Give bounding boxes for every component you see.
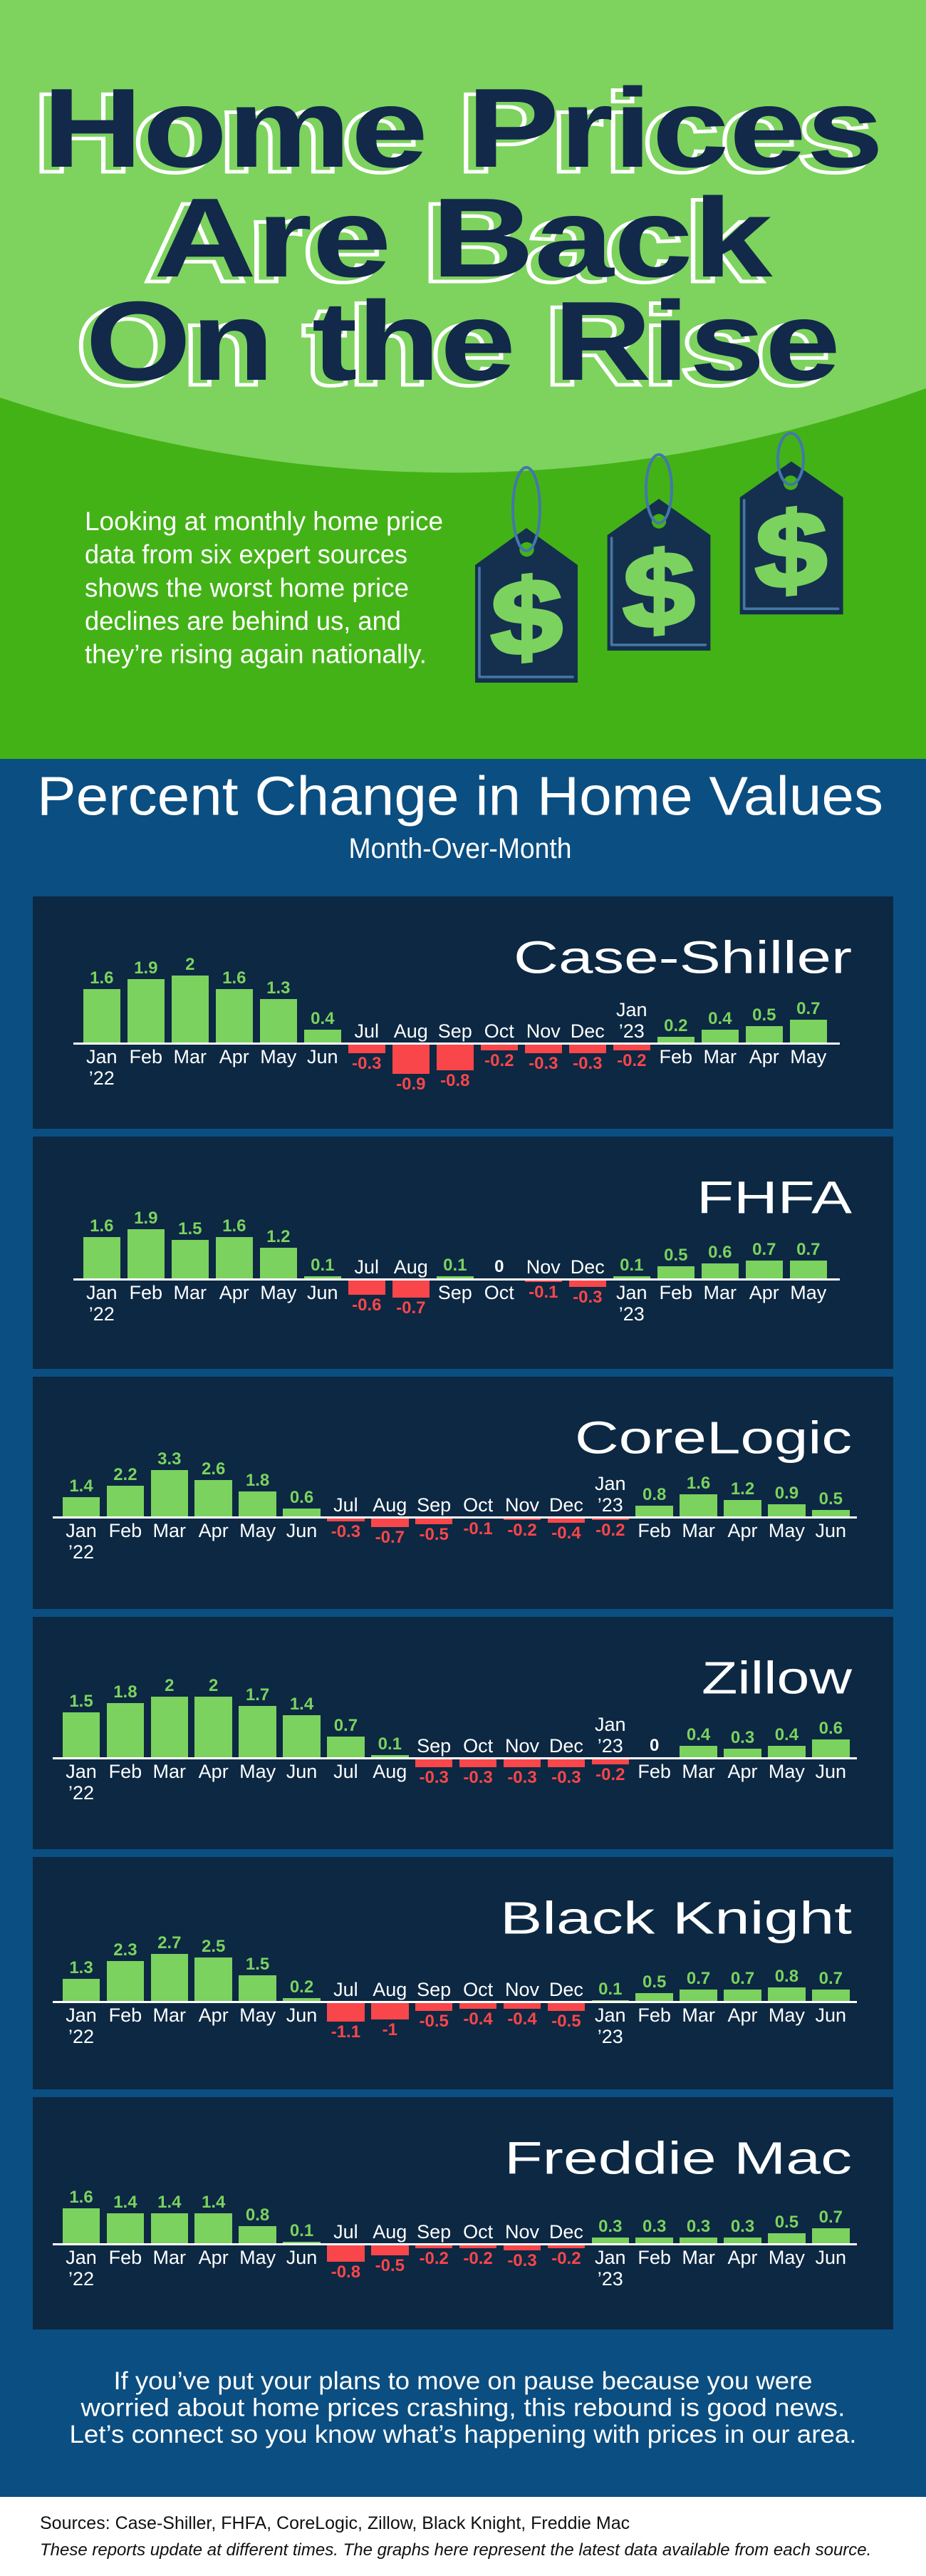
- svg-text:Are Back: Are Back: [144, 180, 764, 306]
- svg-text:Looking at monthly home price: Looking at monthly home price: [85, 507, 443, 536]
- svg-text:shows the worst home price: shows the worst home price: [85, 573, 409, 602]
- svg-text:Black Knight: Black Knight: [500, 1893, 852, 1944]
- svg-text:On the Rise: On the Rise: [76, 284, 831, 409]
- svg-text:Case-Shiller: Case-Shiller: [514, 932, 852, 983]
- svg-text:Let’s connect so you know what: Let’s connect so you know what’s happeni…: [70, 2421, 857, 2448]
- svg-text:Month-Over-Month: Month-Over-Month: [349, 833, 572, 864]
- svg-text:worried about home prices cras: worried about home prices crashing, this…: [80, 2394, 845, 2422]
- svg-text:$: $: [623, 528, 694, 653]
- svg-text:CoreLogic: CoreLogic: [575, 1412, 852, 1464]
- svg-text:$: $: [755, 488, 826, 614]
- svg-text:Home Prices: Home Prices: [43, 66, 884, 191]
- svg-text:On the Rise: On the Rise: [85, 279, 841, 404]
- svg-text:data from six expert sources: data from six expert sources: [85, 540, 407, 569]
- svg-text:declines are behind us, and: declines are behind us, and: [85, 606, 401, 636]
- svg-text:Freddie Mac: Freddie Mac: [504, 2133, 852, 2184]
- svg-text:Are Back: Are Back: [154, 175, 774, 301]
- svg-text:Zillow: Zillow: [702, 1652, 853, 1704]
- svg-text:Home Prices: Home Prices: [33, 71, 874, 196]
- svg-text:If you’ve put your plans to mo: If you’ve put your plans to move on paus…: [114, 2367, 813, 2395]
- svg-text:they’re rising again nationall: they’re rising again nationally.: [85, 640, 427, 669]
- svg-text:$: $: [491, 555, 562, 681]
- svg-text:Percent Change in Home Values: Percent Change in Home Values: [37, 766, 883, 827]
- svg-text:FHFA: FHFA: [697, 1172, 852, 1224]
